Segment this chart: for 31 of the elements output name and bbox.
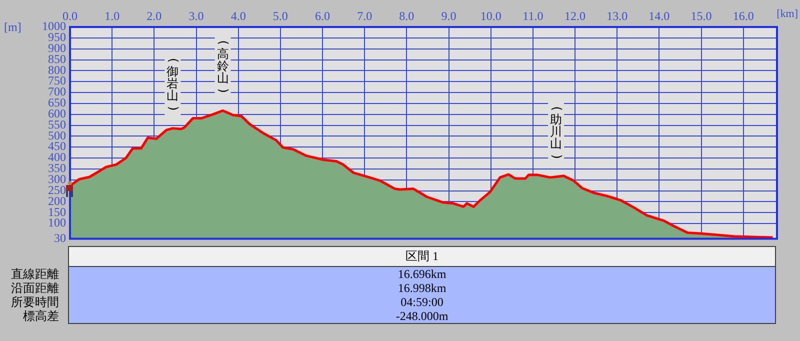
annotation: (高鈴山) bbox=[216, 40, 231, 93]
x-tick-label: 13.0 bbox=[606, 8, 628, 23]
text: 16.998km bbox=[398, 281, 446, 295]
text: 16.696km bbox=[398, 267, 446, 281]
x-tick-label: 8.0 bbox=[399, 8, 414, 23]
text: 所要時間 bbox=[11, 295, 59, 309]
x-tick-label: 4.0 bbox=[230, 8, 246, 23]
text: -248.000m bbox=[396, 309, 448, 323]
text: 沿面距離 bbox=[11, 281, 59, 295]
x-axis-title: [km] bbox=[776, 8, 798, 20]
x-tick-label: 9.0 bbox=[441, 8, 456, 23]
x-tick-label: 12.0 bbox=[564, 8, 586, 23]
x-tick-label: 11.0 bbox=[522, 8, 544, 23]
text: 標高差 bbox=[23, 309, 59, 323]
x-tick-label: 7.0 bbox=[357, 8, 372, 23]
x-tick-label: 1.0 bbox=[104, 8, 120, 23]
x-tick-label: 3.0 bbox=[188, 8, 204, 23]
y-tick-label: 30 bbox=[54, 230, 66, 245]
annotation: (御岩山) bbox=[166, 58, 181, 111]
x-tick-label: 10.0 bbox=[480, 8, 502, 23]
text: 直線距離 bbox=[11, 267, 59, 281]
x-tick-label: 6.0 bbox=[315, 8, 330, 23]
text: 04:59:00 bbox=[400, 295, 444, 309]
x-tick-label: 16.0 bbox=[732, 8, 754, 23]
x-tick-label: 14.0 bbox=[648, 8, 670, 23]
y-axis-title: [m] bbox=[4, 20, 22, 34]
x-tick-label: 5.0 bbox=[272, 8, 288, 23]
x-tick-label: 2.0 bbox=[146, 8, 162, 23]
x-tick-label: 15.0 bbox=[690, 8, 712, 23]
text: 区間 1 bbox=[68, 246, 776, 267]
annotation: (助川山) bbox=[550, 106, 564, 159]
